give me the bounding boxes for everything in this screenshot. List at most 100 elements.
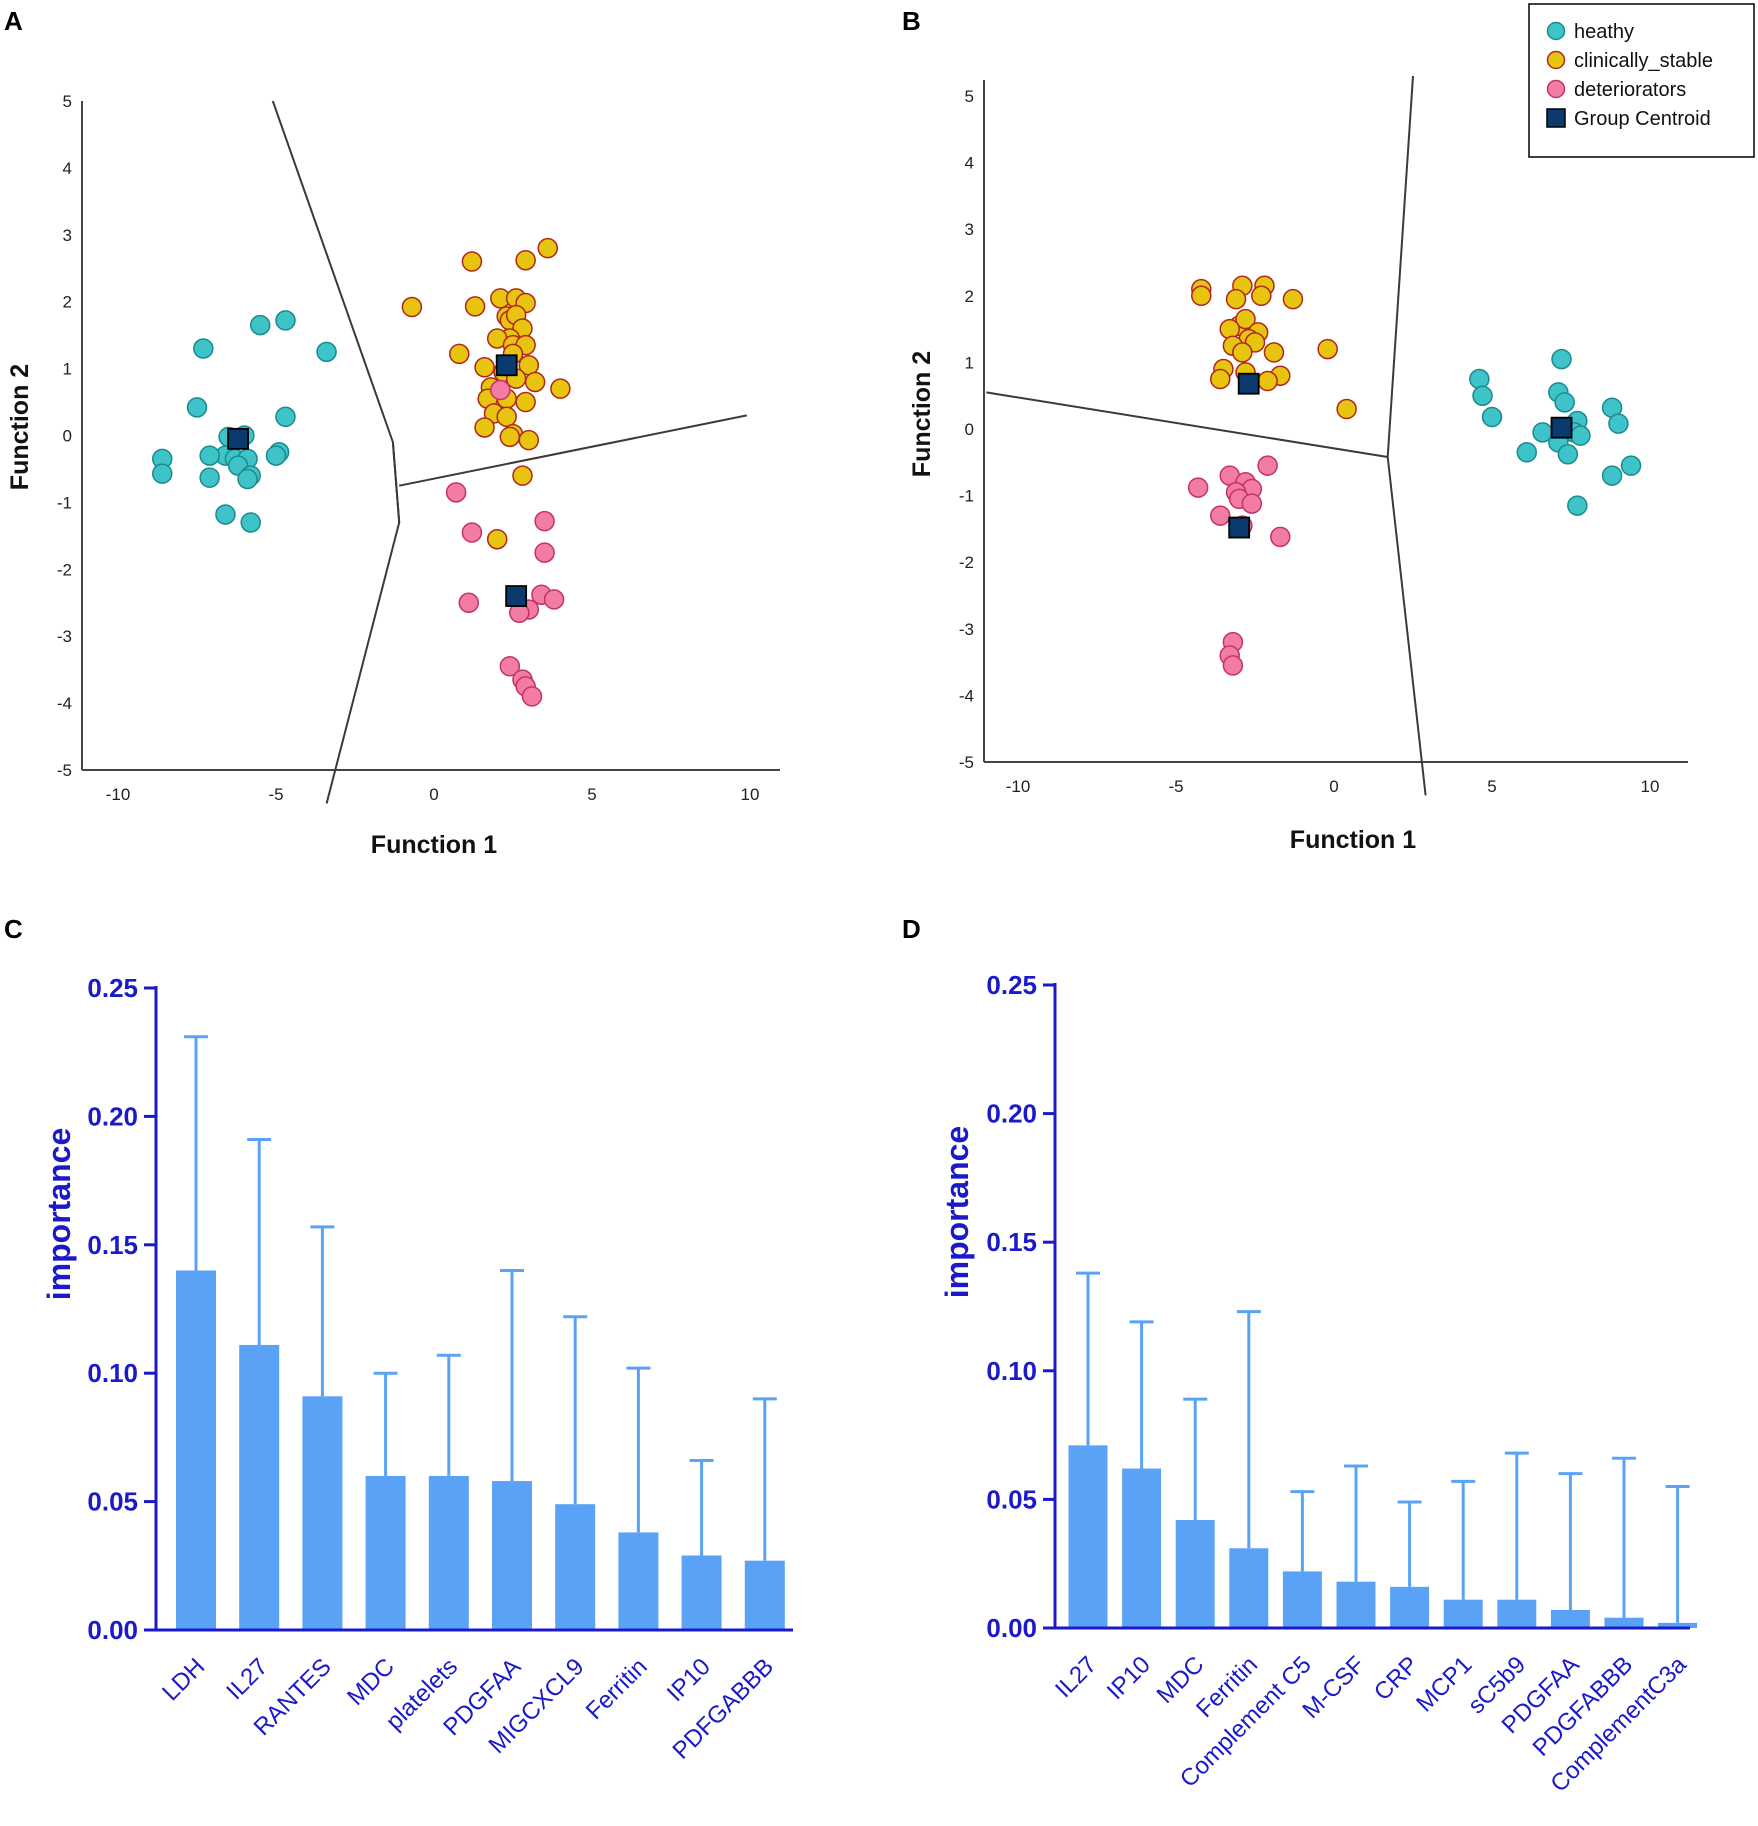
panel-a-y-tick-label: -5: [57, 761, 72, 780]
panel-c-bar-il27: [239, 1344, 280, 1630]
panel-c-y-axis-title: importance: [41, 1128, 77, 1300]
panel-c-bar-platelets: [428, 1475, 469, 1630]
panel-a-heathy-point: [265, 445, 287, 466]
panel-b-clinically-stable-point: [1263, 342, 1285, 363]
panel-a-territory-line: [271, 100, 401, 804]
panel-b-y-tick-label: 2: [965, 287, 974, 306]
panel-a-territory-line: [399, 414, 747, 487]
panel-a-deteriorators-point: [534, 510, 555, 532]
panel-a-clinically-stable-point: [512, 465, 533, 486]
panel-a-clinically-stable-point: [464, 296, 486, 317]
panel-b-x-tick-label: 0: [1329, 777, 1338, 796]
legend-box: [1528, 3, 1755, 158]
panel-a-heathy-point: [275, 406, 296, 428]
panel-c-y-tick-label: 0.20: [87, 1101, 138, 1131]
panel-d-bar-pdgfaa: [1550, 1609, 1590, 1628]
panel-c-category-label: Ferritin: [581, 1653, 653, 1725]
panel-b-y-tick-label: -3: [959, 620, 974, 639]
panel-a-clinically-stable-point: [474, 417, 495, 438]
panel-c-bar-pdfgabbb: [744, 1560, 785, 1630]
panel-c-letter: C: [4, 914, 23, 944]
panel-b-x-axis-title: Function 1: [1290, 826, 1416, 854]
panel-b-y-tick-label: 5: [965, 87, 974, 106]
panel-d-bar-crp: [1390, 1586, 1430, 1628]
panel-a-x-tick-label: 5: [587, 785, 596, 804]
panel-d-category-label: IL27: [1050, 1651, 1102, 1703]
panel-b-heathy-point: [1557, 444, 1579, 465]
panel-a-deteriorators-point: [458, 592, 480, 613]
panel-b-centroid-point: [1228, 516, 1251, 539]
panel-a-centroid-point: [495, 354, 518, 377]
panel-c-bar-rantes: [302, 1396, 343, 1630]
panel-b-x-tick-label: -10: [1006, 777, 1031, 796]
panel-a-x-tick-label: -10: [106, 785, 131, 804]
panel-a-y-tick-label: -3: [57, 627, 72, 646]
panel-a-heathy-point: [186, 397, 208, 418]
panel-a-letter: A: [4, 6, 23, 36]
panel-b-y-tick-label: -2: [959, 553, 974, 572]
panel-b: B Function 1 Function 2 heathy clinicall…: [902, 3, 1755, 854]
panel-a: A Function 1 Function 2 -10 -5 0 5 10543210-…: [4, 6, 780, 859]
panel-c-category-label: IP10: [662, 1653, 716, 1707]
panel-c-bar-ferritin: [618, 1532, 659, 1630]
panel-a-deteriorators-point: [543, 589, 565, 610]
panel-b-clinically-stable-point: [1257, 370, 1278, 392]
panel-a-heathy-point: [151, 463, 173, 484]
panel-b-heathy-point: [1472, 385, 1493, 406]
panel-c-y-tick-label: 0.05: [87, 1487, 138, 1517]
panel-b-heathy-point: [1567, 495, 1588, 516]
panel-d-y-tick-label: 0.00: [986, 1613, 1037, 1643]
panel-a-clinically-stable-point: [474, 357, 495, 378]
panel-b-heathy-point: [1601, 465, 1623, 486]
panel-c-y-tick-label: 0.10: [87, 1358, 138, 1388]
legend-clinically-stable-label: clinically_stable: [1574, 50, 1713, 72]
panel-c-bar-migcxcl9: [555, 1504, 596, 1630]
panel-c-y-tick-label: 0.00: [87, 1615, 138, 1645]
panel-d-bar-il27: [1068, 1445, 1108, 1628]
legend-deteriorators-label: deteriorators: [1574, 79, 1686, 101]
panel-d-bar-m-csf: [1336, 1581, 1376, 1628]
panel-d-bar-complement-c5: [1282, 1571, 1322, 1628]
panel-b-deteriorators-point: [1241, 493, 1263, 514]
panel-a-heathy-point: [316, 341, 337, 363]
panel-a-clinically-stable-point: [449, 343, 470, 365]
panel-b-centroid-point: [1237, 372, 1260, 395]
panel-d-bar-ip10: [1122, 1468, 1162, 1628]
panel-a-y-tick-label: 3: [63, 226, 72, 245]
panel-a-clinically-stable-point: [486, 528, 508, 550]
panel-a-x-tick-label: 0: [429, 785, 438, 804]
panel-a-deteriorators-point: [445, 482, 467, 503]
panel-a-clinically-stable-point: [499, 426, 521, 448]
panel-a-x-tick-label: 10: [741, 785, 760, 804]
panel-a-deteriorators-point: [499, 656, 521, 677]
panel-b-y-tick-label: -5: [959, 753, 974, 772]
panel-a-centroid-point: [505, 585, 528, 607]
panel-b-centroid-point: [1550, 416, 1573, 439]
legend-heathy-marker: [1546, 21, 1566, 41]
panel-d-bar-sc5b9: [1497, 1599, 1537, 1628]
panel-a-heathy-point: [249, 314, 271, 336]
legend-group-centroid-marker: [1546, 108, 1566, 128]
panel-d-y-tick-label: 0.25: [986, 970, 1037, 1000]
panel-d-y-tick-label: 0.10: [986, 1356, 1037, 1386]
panel-b-deteriorators-point: [1187, 477, 1209, 498]
panel-b-heathy-point: [1554, 392, 1575, 413]
panel-b-clinically-stable-point: [1317, 338, 1338, 360]
panel-d-y-tick-label: 0.05: [986, 1484, 1037, 1514]
panel-d-category-label: IP10: [1102, 1651, 1156, 1705]
panel-d-bar-mdc: [1175, 1519, 1215, 1628]
panel-b-deteriorators-point: [1209, 505, 1231, 526]
panel-d-bar-complementc3a: [1658, 1622, 1698, 1628]
panel-b-clinically-stable-point: [1219, 318, 1240, 340]
panel-a-deteriorators-point: [490, 379, 511, 401]
panel-b-clinically-stable-point: [1251, 285, 1272, 307]
panel-b-deteriorators-point: [1222, 655, 1244, 676]
panel-b-heathy-point: [1481, 406, 1503, 428]
panel-a-y-tick-label: 2: [63, 293, 72, 312]
panel-d-bar-pdgfabbb: [1604, 1617, 1644, 1628]
panel-b-clinically-stable-point: [1191, 285, 1212, 307]
panel-a-heathy-point: [199, 445, 220, 466]
legend-deteriorators-marker: [1546, 79, 1566, 99]
panel-a-y-tick-label: -2: [57, 560, 72, 579]
